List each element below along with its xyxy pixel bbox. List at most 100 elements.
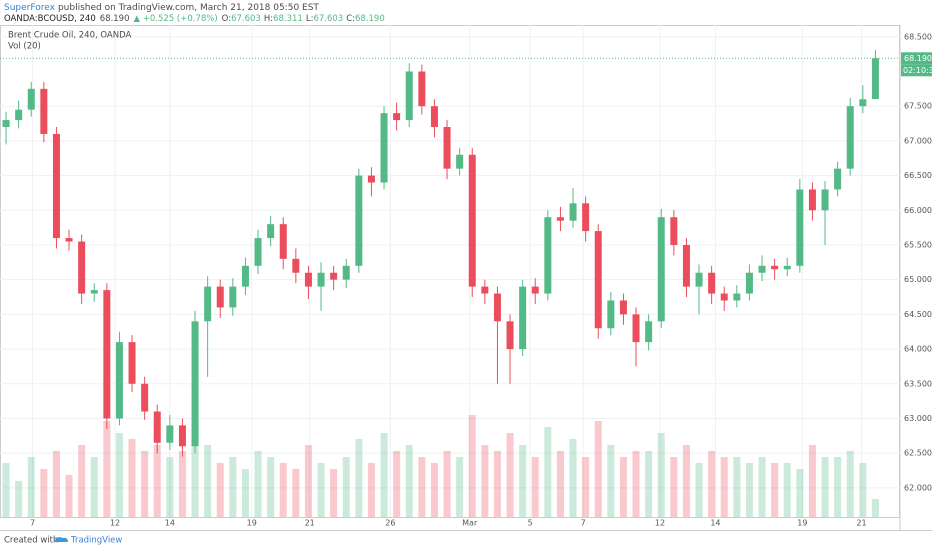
volume-bar — [128, 439, 136, 517]
volume-bar — [380, 433, 388, 517]
x-tick-label: 21 — [305, 519, 315, 528]
candle-body — [519, 286, 527, 350]
countdown-box — [901, 64, 932, 77]
volume-bar — [556, 451, 564, 517]
volume-bar — [695, 463, 703, 517]
volume-bar — [821, 457, 829, 517]
candle-body — [27, 88, 35, 110]
y-tick-label: 68.500 — [904, 32, 932, 41]
candle-body — [204, 286, 212, 322]
candle-body — [65, 238, 73, 242]
volume-bar — [544, 427, 552, 517]
symbol: OANDA:BCOUSD, 240 — [4, 14, 96, 24]
candle-body — [796, 189, 804, 266]
volume-bar — [103, 421, 111, 517]
y-tick-label: 66.000 — [904, 206, 932, 215]
l: 67.603 — [313, 14, 343, 24]
candle-body — [544, 217, 552, 294]
volume-bar — [846, 451, 854, 517]
candle-body — [90, 290, 98, 294]
candle-body — [216, 286, 224, 308]
volume-bar — [808, 445, 816, 517]
volume-label: Vol (20) — [8, 42, 41, 52]
volume-bar — [582, 457, 590, 517]
candle-body — [859, 99, 867, 107]
volume-bar — [52, 451, 60, 517]
volume-bar — [317, 463, 325, 517]
x-tick-label: 12 — [655, 519, 665, 528]
volume-bar — [2, 463, 10, 517]
y-tick-label: 65.500 — [904, 240, 932, 249]
candle-body — [367, 175, 375, 183]
publisher[interactable]: SuperForex — [4, 3, 56, 13]
y-tick-label: 63.000 — [904, 414, 932, 423]
volume-bar — [216, 463, 224, 517]
h: 68.311 — [273, 14, 303, 24]
volume-bar — [720, 457, 728, 517]
volume-bar — [519, 445, 527, 517]
volume-bar — [531, 457, 539, 517]
candle-body — [834, 168, 842, 190]
volume-bar — [708, 451, 716, 517]
volume-bar — [367, 463, 375, 517]
footer-brand[interactable]: TradingView — [70, 536, 122, 546]
volume-bar — [493, 451, 501, 517]
l-label: L: — [306, 14, 314, 24]
y-tick-label: 64.000 — [904, 345, 932, 354]
candle-body — [241, 265, 249, 287]
x-tick-label: 14 — [710, 519, 720, 528]
volume-bar — [745, 463, 753, 517]
candle-body — [115, 342, 123, 419]
volume-bar — [78, 445, 86, 517]
y-tick-label: 64.500 — [904, 310, 932, 319]
volume-bar — [859, 463, 867, 517]
volume-bar — [65, 475, 73, 517]
candle-body — [481, 286, 489, 294]
candle-body — [128, 342, 136, 384]
candle-body — [292, 258, 300, 273]
candle-body — [153, 411, 161, 443]
x-tick-label: 7 — [581, 519, 586, 528]
volume-bar — [342, 457, 350, 517]
volume-bar — [27, 457, 35, 517]
candle-body — [393, 113, 401, 121]
volume-bar — [330, 469, 338, 517]
volume-bar — [241, 469, 249, 517]
candle-body — [607, 300, 615, 329]
candle-body — [531, 286, 539, 294]
volume — [2, 415, 879, 517]
candles — [0, 49, 900, 457]
candle-body — [456, 154, 464, 169]
candle-body — [141, 383, 149, 412]
volume-bar — [506, 433, 514, 517]
volume-bar — [141, 451, 149, 517]
candle-body — [670, 217, 678, 245]
last-price-label: 68.190 — [904, 54, 932, 63]
candle-body — [846, 106, 854, 169]
y-tick-label: 62.000 — [904, 483, 932, 492]
x-tick-label: 12 — [110, 519, 120, 528]
volume-bar — [90, 457, 98, 517]
candle-body — [745, 272, 753, 294]
candle-body — [783, 265, 791, 270]
volume-bar — [191, 427, 199, 517]
change: ▲ +0.525 (+0.78%) — [134, 14, 218, 24]
candle-body — [279, 224, 287, 259]
candle-body — [267, 224, 275, 239]
volume-bar — [204, 445, 212, 517]
candle-body — [103, 290, 111, 419]
tv-logo — [54, 537, 68, 542]
volume-bar — [178, 451, 186, 517]
chart-title: Brent Crude Oil, 240, OANDA — [8, 31, 131, 41]
candle-body — [430, 106, 438, 128]
candle-body — [380, 113, 388, 183]
candle-body — [821, 189, 829, 211]
volume-bar — [607, 445, 615, 517]
x-tick-label: 5 — [528, 519, 533, 528]
y-tick-label: 63.500 — [904, 379, 932, 388]
volume-bar — [733, 457, 741, 517]
y-tick-label: 65.000 — [904, 275, 932, 284]
countdown: 02:10:31 — [903, 66, 932, 75]
candle-body — [771, 265, 779, 270]
